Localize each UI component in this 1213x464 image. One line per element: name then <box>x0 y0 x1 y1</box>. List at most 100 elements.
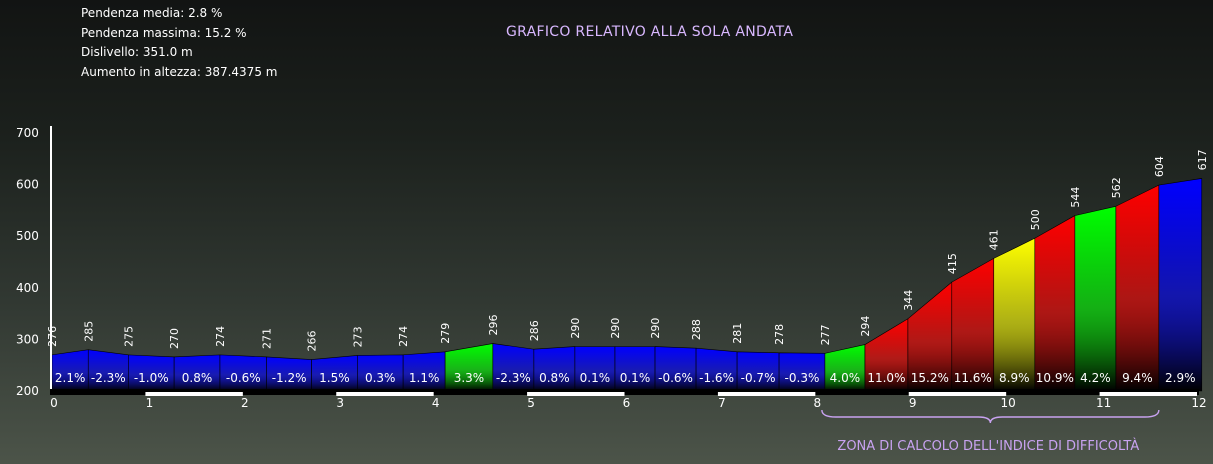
avg-slope-text: Pendenza media: 2.8 % <box>81 6 223 20</box>
elevation-label: 290 <box>649 318 662 339</box>
slope-label: 0.8% <box>539 371 570 385</box>
slope-label: 3.3% <box>454 371 485 385</box>
slope-label: 2.1% <box>55 371 86 385</box>
slope-label: -0.6% <box>658 371 693 385</box>
y-tick-label: 500 <box>16 229 39 243</box>
slope-label: -0.6% <box>226 371 261 385</box>
elevation-label: 278 <box>773 324 786 345</box>
slope-labels: 2.1% -2.3% -1.0% 0.8% -0.6% -1.2% 1.5% 0.3% 1.1%… <box>55 371 1196 385</box>
slope-label: 10.9% <box>1036 371 1074 385</box>
slope-label: 0.8% <box>182 371 213 385</box>
slope-label: 8.9% <box>999 371 1030 385</box>
slope-label: 0.3% <box>365 371 396 385</box>
slope-label: -2.3% <box>91 371 126 385</box>
x-tick-label: 0 <box>50 396 58 410</box>
profile-segment <box>1034 215 1076 392</box>
elevation-label: 274 <box>214 326 227 347</box>
x-tick-label: 9 <box>909 396 917 410</box>
x-tick-label: 6 <box>623 396 631 410</box>
max-slope-text: Pendenza massima: 15.2 % <box>81 25 247 40</box>
x-tick-label: 4 <box>432 396 440 410</box>
profile-segment <box>1158 178 1203 392</box>
elevation-label: 562 <box>1110 177 1123 198</box>
elevation-label: 294 <box>859 316 872 337</box>
x-tick-label: 2 <box>241 396 249 410</box>
slope-label: 9.4% <box>1122 371 1153 385</box>
elevation-labels: 276 285 275 270 274 271 266 273 274 279 296 286 290 2… <box>46 149 1209 351</box>
x-tick-label: 10 <box>1001 396 1016 410</box>
profile-segments <box>51 178 1203 392</box>
elevation-label: 276 <box>46 326 59 347</box>
km-bar <box>717 392 816 396</box>
total-climb-text: Aumento in altezza: 387.4375 m <box>81 64 278 79</box>
slope-label: 0.1% <box>580 371 611 385</box>
profile-segment <box>1074 205 1117 392</box>
slope-label: -0.7% <box>741 371 776 385</box>
slope-label: -1.0% <box>134 371 169 385</box>
elevation-label: 288 <box>690 319 703 340</box>
slope-label: -1.6% <box>699 371 734 385</box>
elevation-label: 290 <box>609 318 622 339</box>
elevation-label: 277 <box>819 324 832 345</box>
profile-segment <box>1115 184 1160 392</box>
km-bar <box>527 392 625 396</box>
elevation-label: 344 <box>902 290 915 311</box>
y-tick-label: 200 <box>16 384 39 398</box>
y-tick-label: 700 <box>16 126 39 140</box>
slope-label: 2.9% <box>1165 371 1196 385</box>
elevation-label: 604 <box>1153 156 1166 177</box>
slope-label: 0.1% <box>620 371 651 385</box>
elevation-label: 415 <box>946 253 959 274</box>
difficulty-zone-annotation: ZONA DI CALCOLO DELL'INDICE DI DIFFICOLT… <box>821 409 1160 454</box>
elevation-label: 461 <box>988 229 1001 250</box>
slope-label: 11.0% <box>867 371 905 385</box>
elevation-label: 544 <box>1069 187 1082 208</box>
zone-annotation-label: ZONA DI CALCOLO DELL'INDICE DI DIFFICOLT… <box>837 438 1139 454</box>
elevation-label: 274 <box>397 326 410 347</box>
profile-segment <box>993 237 1036 392</box>
x-tick-label: 3 <box>336 396 344 410</box>
km-bar <box>145 392 243 396</box>
elevation-label: 500 <box>1029 209 1042 230</box>
x-tick-label: 1 <box>146 396 154 410</box>
slope-label: 15.2% <box>911 371 949 385</box>
elevation-label: 270 <box>168 328 181 349</box>
elevation-label: 273 <box>351 326 364 347</box>
slope-label: 4.0% <box>830 371 861 385</box>
x-tick-label: 11 <box>1096 396 1111 410</box>
slope-label: -0.3% <box>785 371 820 385</box>
elevation-label: 281 <box>731 323 744 344</box>
elevation-label: 285 <box>82 321 95 342</box>
elevation-label: 275 <box>122 326 135 347</box>
slope-label: 11.6% <box>954 371 992 385</box>
slope-label: 4.2% <box>1080 371 1111 385</box>
x-axis-ticks: 0 1 2 3 4 5 6 7 8 9 10 11 12 <box>50 396 1206 410</box>
slope-label: -2.3% <box>496 371 531 385</box>
chart-title: GRAFICO RELATIVO ALLA SOLA ANDATA <box>506 24 794 40</box>
y-tick-label: 400 <box>16 281 39 295</box>
y-tick-label: 300 <box>16 332 39 346</box>
elevation-label: 271 <box>261 328 274 349</box>
elevation-label: 296 <box>487 315 500 336</box>
slope-label: -1.2% <box>272 371 307 385</box>
km-bar <box>908 392 1007 396</box>
y-tick-label: 600 <box>16 178 39 192</box>
km-bar <box>1099 392 1197 396</box>
elevation-gain-text: Dislivello: 351.0 m <box>81 45 193 59</box>
km-bar <box>336 392 434 396</box>
x-tick-label: 12 <box>1191 396 1206 410</box>
x-tick-label: 7 <box>718 396 726 410</box>
elevation-label: 279 <box>439 323 452 344</box>
slope-label: 1.5% <box>319 371 350 385</box>
elevation-label: 286 <box>528 320 541 341</box>
elevation-label: 617 <box>1196 149 1209 170</box>
stats-panel: Pendenza media: 2.8 % Pendenza massima: … <box>81 4 277 82</box>
zone-brace <box>821 409 1160 424</box>
x-tick-label: 5 <box>527 396 535 410</box>
y-axis-ticks: 200 300 400 500 600 700 <box>16 126 39 398</box>
axes <box>50 126 1199 396</box>
elevation-label: 290 <box>569 318 582 339</box>
x-tick-label: 8 <box>814 396 822 410</box>
elevation-label: 266 <box>306 331 319 352</box>
